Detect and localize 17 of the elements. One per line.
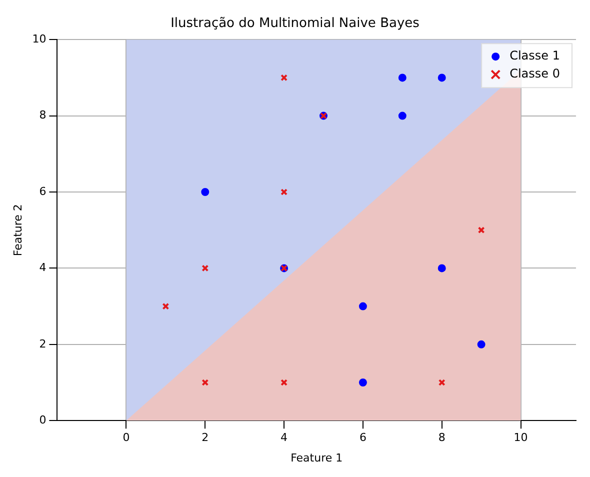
y-tick-label: 0 bbox=[39, 413, 46, 426]
y-axis-title: Feature 2 bbox=[11, 204, 24, 256]
y-tick-label: 10 bbox=[32, 32, 46, 46]
legend-label: Classe 0 bbox=[510, 66, 560, 81]
x-tick-label: 10 bbox=[514, 431, 528, 444]
y-tick-label: 8 bbox=[39, 108, 46, 122]
legend-label: Classe 1 bbox=[510, 48, 560, 63]
x-tick-label: 4 bbox=[280, 431, 288, 444]
chart-title: Ilustração do Multinomial Naive Bayes bbox=[170, 16, 420, 32]
x-tick-label: 0 bbox=[122, 431, 130, 444]
y-tick-label: 6 bbox=[39, 184, 46, 198]
y-tick-label: 2 bbox=[39, 337, 46, 350]
x-tick-label: 6 bbox=[359, 431, 366, 444]
x-tick-label: 2 bbox=[202, 431, 209, 444]
x-axis-title: Feature 1 bbox=[290, 451, 343, 464]
y-tick-label: 4 bbox=[39, 261, 46, 274]
x-tick-label: 8 bbox=[438, 431, 446, 444]
